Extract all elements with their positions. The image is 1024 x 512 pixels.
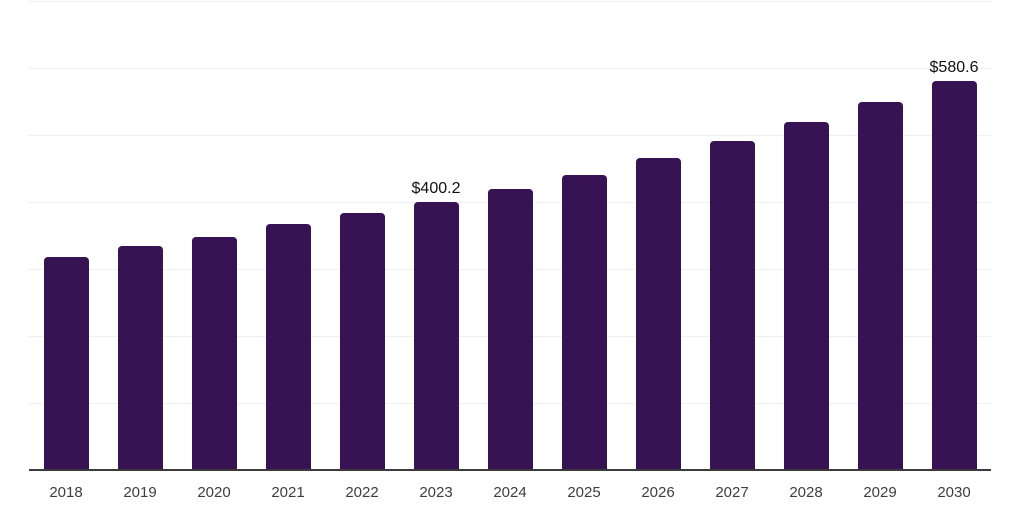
- bar-2024: [487, 188, 533, 470]
- gridline-500: [29, 135, 991, 136]
- bar-2023: [413, 201, 459, 470]
- value-label-2023: $400.2: [411, 179, 461, 197]
- x-tick-2019: 2019: [123, 484, 157, 501]
- bar-2026: [635, 158, 681, 470]
- bar-2025: [561, 174, 607, 470]
- bar-2022: [339, 212, 385, 470]
- bar-2018: [43, 257, 89, 470]
- x-tick-2030: 2030: [937, 484, 971, 501]
- gridline-600: [29, 68, 991, 69]
- bar-2027: [709, 140, 755, 470]
- x-axis-line: [29, 469, 991, 471]
- bar-2029: [857, 102, 903, 470]
- bar-2020: [191, 237, 237, 470]
- gridline-700: [29, 1, 991, 2]
- x-tick-2021: 2021: [271, 484, 305, 501]
- x-tick-2024: 2024: [493, 484, 527, 501]
- x-tick-2026: 2026: [641, 484, 675, 501]
- x-tick-2025: 2025: [567, 484, 601, 501]
- x-tick-2029: 2029: [863, 484, 897, 501]
- x-tick-2023: 2023: [419, 484, 453, 501]
- x-tick-2018: 2018: [49, 484, 83, 501]
- bar-2021: [265, 224, 311, 470]
- x-tick-2020: 2020: [197, 484, 231, 501]
- bar-2028: [783, 121, 829, 470]
- x-tick-2027: 2027: [715, 484, 749, 501]
- x-tick-2022: 2022: [345, 484, 379, 501]
- value-label-2030: $580.6: [929, 59, 979, 76]
- x-tick-2028: 2028: [789, 484, 823, 501]
- bar-2030: [931, 81, 977, 470]
- bar-2019: [117, 246, 163, 470]
